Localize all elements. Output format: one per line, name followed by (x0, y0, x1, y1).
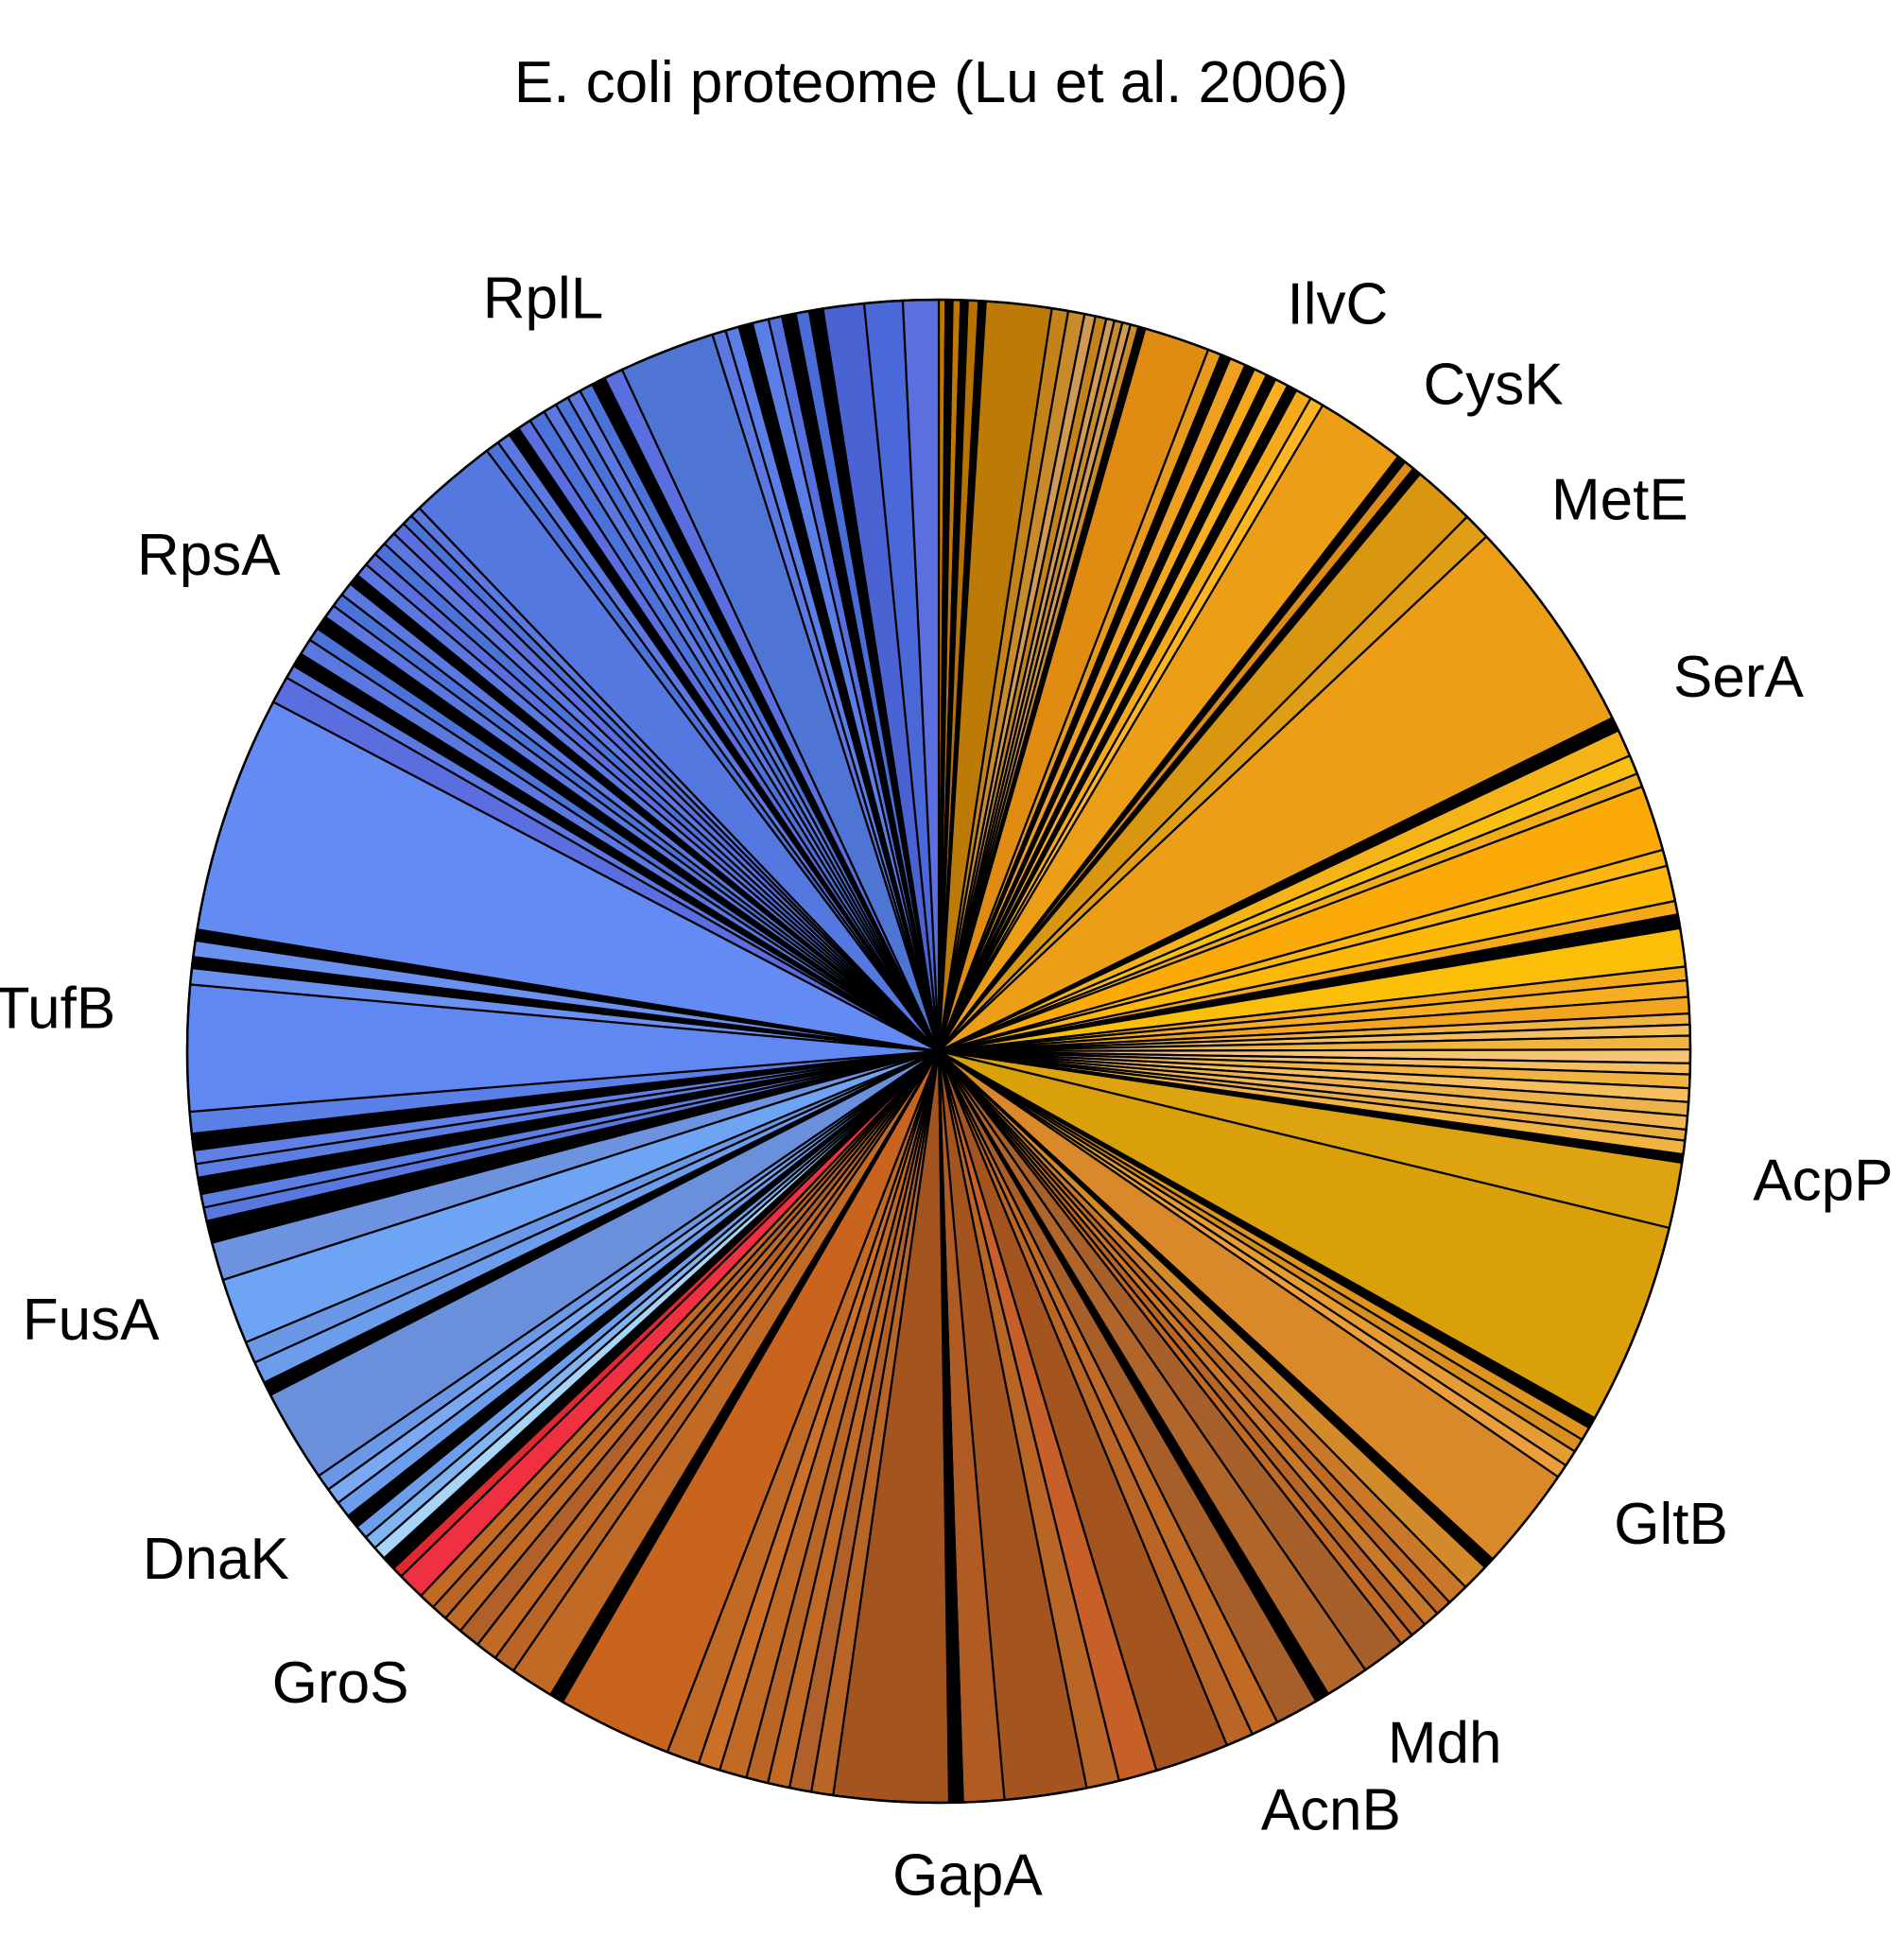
slice-label-acnb: AcnB (1261, 1778, 1401, 1843)
slice-label-mdh: Mdh (1388, 1710, 1502, 1775)
slice-label-sera: SerA (1673, 645, 1804, 710)
slice-label-rpsa: RpsA (137, 523, 281, 588)
slice-label-ilvc: IlvC (1288, 272, 1389, 337)
slice-label-gltb: GltB (1614, 1492, 1728, 1557)
slice-label-mete: MetE (1551, 468, 1688, 533)
pie-outline (185, 298, 1692, 1805)
pie-slices (185, 298, 1692, 1805)
slice-label-cysk: CysK (1424, 353, 1564, 418)
slice-label-rpll: RplL (483, 266, 604, 331)
slice-label-tufb: TufB (0, 976, 115, 1041)
slice-label-gros: GroS (272, 1651, 409, 1716)
slice-label-dnak: DnaK (143, 1527, 289, 1592)
slice-label-fusa: FusA (23, 1288, 160, 1353)
slice-label-acpp: AcpP (1753, 1148, 1893, 1213)
slice-label-gapa: GapA (892, 1843, 1043, 1909)
chart-title: E. coli proteome (Lu et al. 2006) (514, 50, 1348, 115)
